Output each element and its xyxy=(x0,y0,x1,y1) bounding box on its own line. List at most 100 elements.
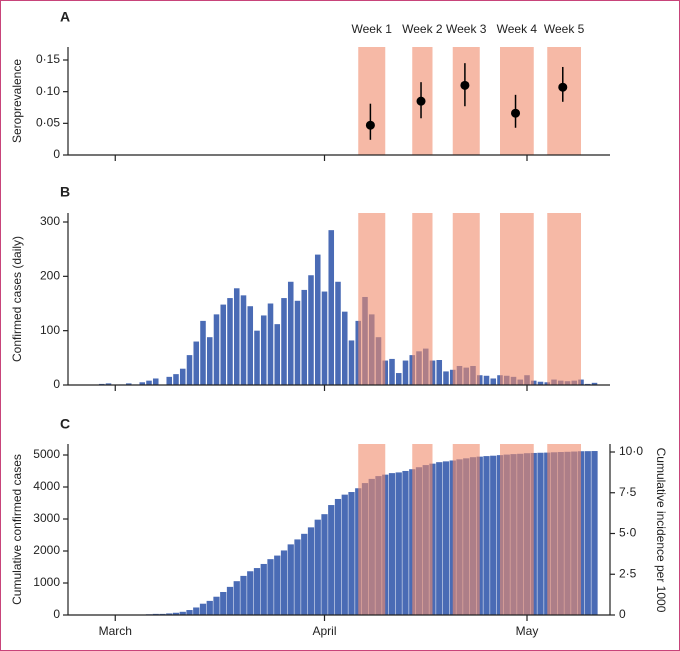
bar xyxy=(314,254,321,385)
bar xyxy=(226,586,234,615)
bar xyxy=(267,303,274,385)
y-tick-label: 0 xyxy=(53,607,60,621)
bar xyxy=(253,568,261,615)
bar xyxy=(348,492,355,615)
bar xyxy=(389,358,395,385)
bar xyxy=(436,360,443,385)
bar xyxy=(240,575,247,615)
bar xyxy=(490,455,497,615)
y-tick-label: 4000 xyxy=(33,479,60,493)
bar xyxy=(179,368,186,385)
point xyxy=(460,80,470,90)
y-tick-label: 0·15 xyxy=(36,52,60,66)
bar xyxy=(199,603,207,615)
week-band xyxy=(452,213,480,385)
bar xyxy=(105,383,112,385)
y2-tick-label: 5·0 xyxy=(619,526,637,540)
bar xyxy=(483,456,490,615)
week-band xyxy=(547,213,581,385)
bar xyxy=(139,382,146,385)
bar xyxy=(186,355,193,385)
bar xyxy=(193,341,200,385)
x-tick-label: May xyxy=(516,624,539,638)
bar xyxy=(308,275,314,385)
y-axis-label: Seroprevalence xyxy=(10,59,24,143)
point xyxy=(416,96,426,106)
y2-tick-label: 0 xyxy=(619,607,626,621)
x-tick-label: March xyxy=(99,624,132,638)
bar xyxy=(233,581,240,615)
bar xyxy=(301,289,308,385)
week-band xyxy=(547,444,581,615)
bar xyxy=(388,473,396,615)
bar xyxy=(307,527,315,615)
bar xyxy=(335,281,341,385)
week-label: Week 4 xyxy=(497,22,538,36)
y-tick-label: 0 xyxy=(53,377,60,391)
bar xyxy=(200,320,206,385)
week-band xyxy=(358,47,386,155)
bar xyxy=(220,304,227,385)
bar xyxy=(213,596,220,615)
bar xyxy=(537,452,544,615)
y-tick-label: 5000 xyxy=(33,447,60,461)
week-label: Week 3 xyxy=(446,22,487,36)
bar xyxy=(240,295,247,385)
bar xyxy=(395,472,402,615)
bar xyxy=(166,613,173,615)
bar xyxy=(247,306,254,385)
bar xyxy=(341,311,348,385)
week-band xyxy=(500,213,534,385)
bar xyxy=(341,494,348,615)
week-band xyxy=(452,444,480,615)
bar xyxy=(280,550,288,615)
bar xyxy=(294,300,301,385)
bar xyxy=(206,600,213,615)
bar xyxy=(213,314,220,385)
bar xyxy=(281,298,287,385)
bar xyxy=(591,451,598,615)
y2-axis-label: Cumulative incidence per 1000 xyxy=(654,448,668,613)
bar xyxy=(227,298,233,385)
bar xyxy=(321,291,328,385)
week-band xyxy=(452,47,480,155)
bar xyxy=(152,378,159,385)
week-band xyxy=(500,444,534,615)
bar xyxy=(443,371,449,385)
bar xyxy=(442,461,450,615)
bar xyxy=(321,514,328,615)
bar xyxy=(314,519,321,615)
bar xyxy=(206,337,213,385)
bar xyxy=(220,591,227,615)
bar xyxy=(402,470,409,615)
panel-label: B xyxy=(60,184,70,200)
bar xyxy=(287,544,294,615)
y-axis-label: Cumulative confirmed cases xyxy=(10,454,24,605)
week-label: Week 2 xyxy=(402,22,443,36)
y-tick-label: 3000 xyxy=(33,511,60,525)
point xyxy=(365,120,375,130)
bar xyxy=(172,612,180,615)
week-band xyxy=(500,47,534,155)
week-label: Week 5 xyxy=(544,22,585,36)
bar xyxy=(436,462,443,615)
bar xyxy=(125,383,132,385)
week-band xyxy=(412,213,433,385)
week-band xyxy=(412,444,433,615)
bar xyxy=(591,382,598,385)
y-tick-label: 200 xyxy=(40,269,60,283)
bar xyxy=(186,610,193,615)
bar xyxy=(173,374,179,385)
point xyxy=(558,82,568,92)
bar xyxy=(483,375,490,385)
bar xyxy=(166,376,173,385)
bar xyxy=(247,571,254,615)
y-tick-label: 100 xyxy=(40,323,60,337)
y-tick-label: 2000 xyxy=(33,543,60,557)
y2-tick-label: 10·0 xyxy=(619,444,643,458)
bar xyxy=(328,505,335,615)
week-band xyxy=(358,213,386,385)
bar xyxy=(193,607,200,615)
bar xyxy=(402,360,409,385)
